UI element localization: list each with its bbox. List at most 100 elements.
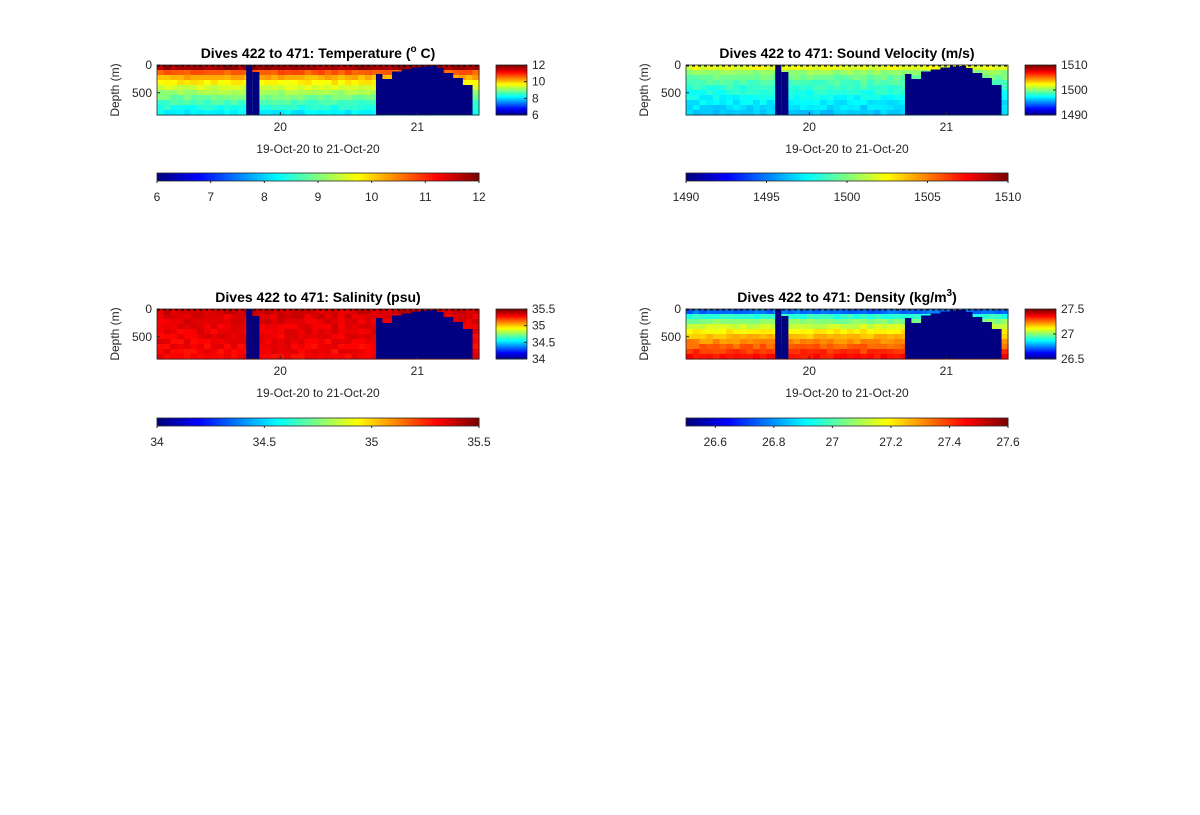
density-cell — [867, 309, 875, 315]
density-cell — [1001, 344, 1009, 350]
density-cell — [746, 309, 754, 315]
temperature-cell — [358, 100, 366, 106]
density-cell — [820, 349, 828, 355]
sound-velocity-cell — [880, 110, 888, 116]
density-cell — [800, 309, 808, 315]
density-bottom-colorbar-label: 26.6 — [704, 435, 728, 449]
temperature-cell — [311, 105, 319, 111]
salinity-bottom-colorbar-step — [287, 418, 292, 426]
sound-velocity-cell — [726, 70, 734, 76]
sound-velocity-cell — [873, 90, 882, 96]
temperature-bottom-colorbar-step — [314, 173, 319, 181]
salinity-cell — [190, 319, 198, 325]
salinity-cell — [358, 339, 366, 345]
temperature-cell — [177, 65, 185, 71]
salinity-cell — [338, 329, 346, 335]
salinity-cell — [304, 344, 312, 350]
temperature-cell — [297, 90, 306, 96]
salinity-side-colorbar-step — [496, 337, 527, 340]
sound-velocity-bottom-colorbar-step — [726, 173, 731, 181]
density-cell — [726, 319, 734, 325]
temperature-bottom-colorbar-label: 12 — [472, 190, 486, 204]
sound-velocity-cell — [826, 75, 835, 81]
density-side-colorbar-step — [1025, 334, 1056, 336]
temperature-cell — [183, 95, 192, 101]
sound-velocity-side-colorbar-step — [1025, 92, 1056, 94]
salinity-cell — [210, 354, 218, 360]
density-bottom-colorbar-step — [991, 418, 996, 426]
density-cell — [746, 354, 754, 360]
density-bottom-colorbar-step — [857, 418, 861, 426]
temperature-cell — [291, 85, 299, 91]
salinity-cell — [344, 314, 353, 320]
temperature-bottom-colorbar-step — [472, 173, 477, 181]
temperature-cell — [271, 65, 279, 71]
temperature-cell — [465, 70, 473, 76]
sound-velocity-cell — [719, 90, 727, 96]
sound-velocity-cell — [753, 100, 761, 106]
temperature-cell — [210, 100, 218, 106]
sound-velocity-cell — [699, 100, 707, 106]
sound-velocity-side-colorbar-step — [1025, 100, 1056, 103]
temperature-bottom-colorbar-step — [358, 173, 363, 181]
salinity-cell — [351, 309, 359, 315]
temperature-cell — [371, 90, 379, 96]
temperature-cell — [297, 100, 306, 106]
salinity-side-colorbar-step — [496, 350, 527, 352]
density-cell — [746, 349, 754, 355]
temperature-cell — [203, 100, 212, 106]
salinity-bottom-colorbar-step — [418, 418, 423, 426]
salinity-side-colorbar-step — [496, 338, 527, 340]
salinity-cell — [170, 329, 178, 335]
temperature-cell — [297, 110, 306, 116]
sound-velocity-cell — [786, 80, 794, 86]
density-bottom-colorbar-step — [773, 418, 778, 426]
temperature-bottom-colorbar-step — [452, 173, 457, 181]
temperature-cell — [297, 95, 306, 101]
sound-velocity-cell — [867, 75, 875, 81]
salinity-side-colorbar-step — [496, 333, 527, 335]
density-cell — [766, 339, 774, 345]
density-bottom-colorbar-step — [984, 418, 989, 426]
sound-velocity-bottom-colorbar-step — [987, 173, 992, 181]
temperature-cell — [344, 85, 353, 91]
temperature-cell — [371, 95, 379, 101]
sound-velocity-cell — [753, 85, 761, 91]
salinity-cell — [472, 349, 480, 355]
salinity-cell — [458, 314, 467, 320]
salinity-cell — [358, 309, 366, 315]
density-cell — [833, 349, 841, 355]
sound-velocity-side-colorbar-label: 1510 — [1061, 58, 1088, 72]
temperature-cell — [344, 90, 353, 96]
salinity-side-colorbar-step — [496, 310, 527, 312]
density-cell — [753, 354, 761, 360]
density-cell — [813, 334, 821, 340]
salinity-cell — [344, 334, 353, 340]
salinity-cell — [210, 349, 218, 355]
sound-velocity-cell — [686, 65, 694, 71]
salinity-cell — [371, 344, 379, 350]
salinity-cell — [264, 339, 272, 345]
salinity-bottom-colorbar-step — [378, 418, 383, 426]
temperature-cell — [250, 65, 259, 71]
density-cell — [800, 339, 808, 345]
density-cell — [893, 329, 902, 335]
temperature-bottom-colorbar-step — [398, 173, 403, 181]
density-cell — [860, 319, 868, 325]
sound-velocity-cell — [860, 105, 868, 111]
temperature-cell — [217, 105, 225, 111]
salinity-cell — [351, 319, 359, 325]
temperature-side-colorbar-step — [496, 99, 527, 101]
temperature-ytick-label: 500 — [132, 86, 152, 100]
sound-velocity-cell — [867, 70, 875, 76]
sound-velocity-cell — [786, 65, 794, 71]
sound-velocity-cell — [699, 70, 707, 76]
temperature-side-colorbar-step — [496, 83, 527, 86]
temperature-xtick-label: 20 — [274, 120, 288, 134]
sound-velocity-side-colorbar-step — [1025, 68, 1056, 70]
density-cell — [893, 354, 902, 360]
density-side-colorbar-step — [1025, 319, 1056, 321]
sound-velocity-side-colorbar-step — [1025, 111, 1056, 114]
salinity-cell — [277, 354, 286, 360]
salinity-bottom-colorbar-step — [187, 418, 192, 426]
